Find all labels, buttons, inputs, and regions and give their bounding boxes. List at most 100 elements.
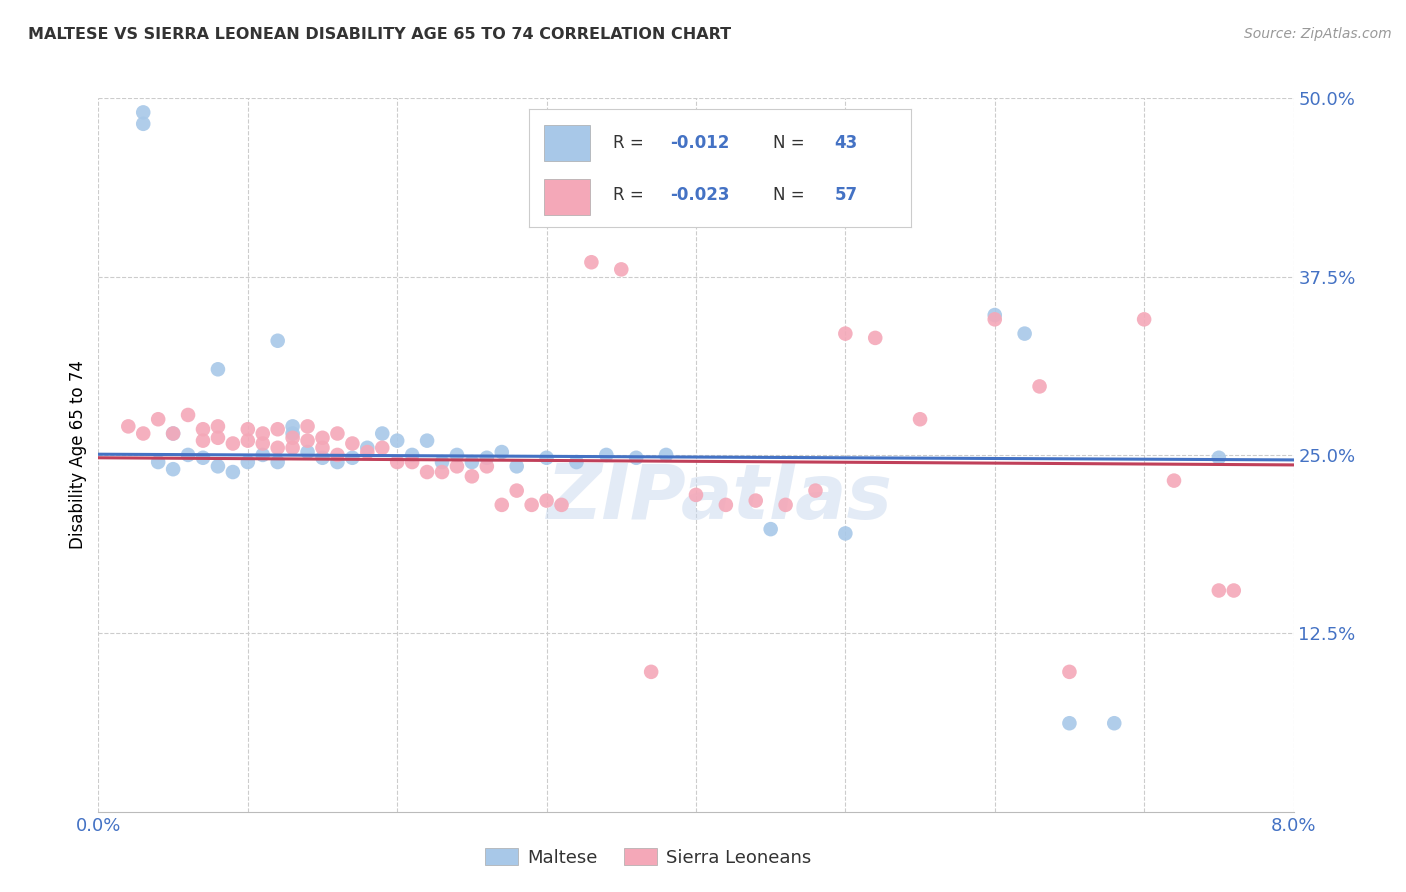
- Point: [401, 448, 423, 462]
- Point: [252, 436, 274, 450]
- Point: [371, 426, 394, 441]
- Point: [506, 459, 529, 474]
- Point: [1208, 450, 1230, 465]
- Point: [1059, 716, 1081, 731]
- Point: [252, 426, 274, 441]
- Point: [222, 465, 245, 479]
- Point: [281, 426, 304, 441]
- Point: [430, 465, 453, 479]
- Point: [863, 331, 886, 345]
- Point: [446, 459, 468, 474]
- Point: [475, 459, 498, 474]
- Point: [342, 450, 364, 465]
- Point: [267, 455, 290, 469]
- Point: [326, 426, 349, 441]
- Point: [908, 412, 931, 426]
- Point: [132, 117, 155, 131]
- Text: ZIPatlas: ZIPatlas: [547, 461, 893, 534]
- Point: [804, 483, 827, 498]
- Point: [356, 445, 378, 459]
- Point: [714, 498, 737, 512]
- Point: [385, 434, 409, 448]
- Point: [685, 488, 707, 502]
- Point: [252, 448, 274, 462]
- Point: [446, 448, 468, 462]
- Point: [834, 526, 856, 541]
- Point: [491, 498, 513, 512]
- Point: [132, 426, 155, 441]
- Point: [506, 483, 529, 498]
- Point: [745, 493, 768, 508]
- Point: [297, 419, 319, 434]
- Point: [1059, 665, 1081, 679]
- Point: [416, 434, 439, 448]
- Point: [132, 105, 155, 120]
- Point: [640, 665, 662, 679]
- Point: [461, 455, 484, 469]
- Point: [117, 419, 139, 434]
- Point: [281, 419, 304, 434]
- Point: [565, 455, 588, 469]
- Legend: Maltese, Sierra Leoneans: Maltese, Sierra Leoneans: [478, 841, 818, 874]
- Text: Source: ZipAtlas.com: Source: ZipAtlas.com: [1244, 27, 1392, 41]
- Point: [191, 434, 214, 448]
- Point: [267, 422, 290, 436]
- Point: [162, 462, 184, 476]
- Point: [326, 455, 349, 469]
- Point: [281, 431, 304, 445]
- Point: [177, 408, 200, 422]
- Point: [236, 434, 259, 448]
- Point: [207, 362, 229, 376]
- Point: [536, 493, 558, 508]
- Point: [595, 448, 617, 462]
- Point: [430, 455, 453, 469]
- Point: [655, 448, 678, 462]
- Y-axis label: Disability Age 65 to 74: Disability Age 65 to 74: [69, 360, 87, 549]
- Point: [162, 426, 184, 441]
- Point: [775, 498, 797, 512]
- Point: [371, 441, 394, 455]
- Point: [1208, 583, 1230, 598]
- Point: [267, 441, 290, 455]
- Point: [491, 445, 513, 459]
- Point: [311, 431, 333, 445]
- Point: [401, 455, 423, 469]
- Point: [311, 441, 333, 455]
- Text: MALTESE VS SIERRA LEONEAN DISABILITY AGE 65 TO 74 CORRELATION CHART: MALTESE VS SIERRA LEONEAN DISABILITY AGE…: [28, 27, 731, 42]
- Point: [236, 422, 259, 436]
- Point: [759, 522, 782, 536]
- Point: [148, 412, 170, 426]
- Point: [536, 450, 558, 465]
- Point: [834, 326, 856, 341]
- Point: [177, 448, 200, 462]
- Point: [311, 450, 333, 465]
- Point: [326, 448, 349, 462]
- Point: [297, 434, 319, 448]
- Point: [1028, 379, 1050, 393]
- Point: [1163, 474, 1185, 488]
- Point: [624, 450, 647, 465]
- Point: [1222, 583, 1246, 598]
- Point: [281, 441, 304, 455]
- Point: [148, 455, 170, 469]
- Point: [983, 312, 1005, 326]
- Point: [162, 426, 184, 441]
- Point: [550, 498, 572, 512]
- Point: [581, 255, 603, 269]
- Point: [207, 419, 229, 434]
- Point: [520, 498, 543, 512]
- Point: [983, 308, 1005, 322]
- Point: [610, 262, 633, 277]
- Point: [1102, 716, 1125, 731]
- Point: [222, 436, 245, 450]
- Point: [191, 422, 214, 436]
- Point: [1133, 312, 1156, 326]
- Point: [207, 459, 229, 474]
- Point: [356, 441, 378, 455]
- Point: [342, 436, 364, 450]
- Point: [297, 445, 319, 459]
- Point: [385, 455, 409, 469]
- Point: [416, 465, 439, 479]
- Point: [267, 334, 290, 348]
- Point: [475, 450, 498, 465]
